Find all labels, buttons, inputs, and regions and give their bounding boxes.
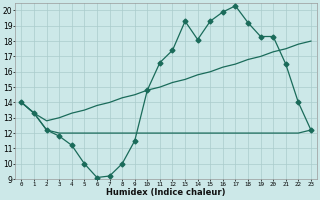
X-axis label: Humidex (Indice chaleur): Humidex (Indice chaleur) [107, 188, 226, 197]
